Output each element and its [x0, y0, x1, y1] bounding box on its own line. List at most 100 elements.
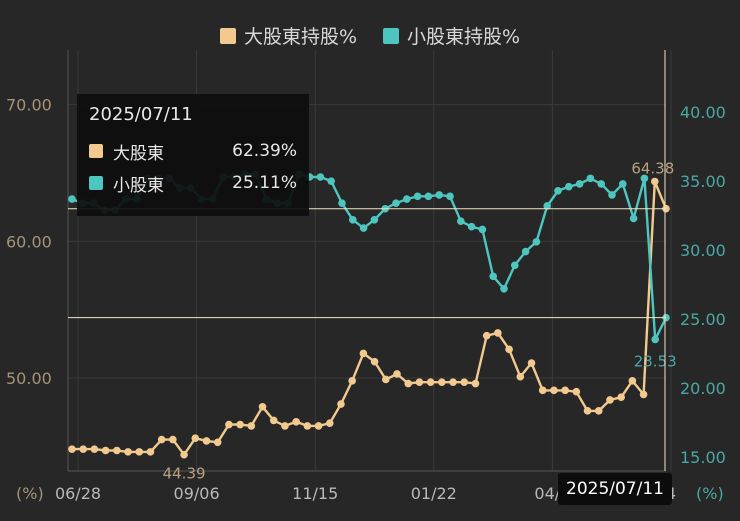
x-axis-tick-label: 06/28: [55, 484, 101, 503]
data-point-big: [68, 445, 76, 453]
data-point-small: [629, 214, 638, 223]
data-point-big: [594, 407, 603, 415]
data-point-small: [597, 180, 605, 188]
data-point-big: [79, 445, 88, 453]
data-point-big: [415, 378, 424, 386]
data-point-big: [202, 437, 211, 445]
data-point-big: [516, 372, 525, 381]
data-point-small: [511, 261, 519, 270]
data-point-small: [435, 191, 444, 199]
data-point-big: [617, 393, 625, 401]
data-point-big: [269, 416, 278, 425]
data-point-big: [370, 357, 379, 366]
data-point-small: [338, 199, 346, 208]
tooltip-date: 2025/07/11: [89, 104, 193, 125]
data-point-big: [135, 448, 144, 456]
tooltip-row-big: 大股東 62.39%: [89, 135, 297, 167]
data-point-big: [225, 420, 233, 429]
left-axis-tick-label: 60.00: [6, 232, 52, 251]
x-axis-selected-date-badge: 2025/07/11: [558, 473, 672, 505]
data-point-big: [236, 420, 244, 429]
data-point-big: [337, 400, 345, 408]
data-point-big: [258, 402, 267, 411]
data-point-big: [348, 376, 356, 385]
data-tooltip: 2025/07/11 大股東 62.39% 小股東 25.11%: [77, 94, 309, 216]
legend-swatch-big: [219, 27, 236, 44]
data-point-big: [639, 390, 648, 399]
data-point-small: [403, 195, 411, 203]
data-point-big: [157, 435, 166, 444]
data-point-small: [521, 247, 530, 256]
data-point-big: [359, 349, 368, 358]
tooltip-swatch-small: [89, 176, 103, 190]
data-point-small: [619, 180, 627, 188]
data-point-small: [575, 180, 584, 188]
chart-legend: 大股東持股% 小股東持股%: [0, 22, 740, 49]
tooltip-value-small: 25.11%: [232, 173, 297, 193]
data-point-small: [640, 174, 649, 183]
data-point-small: [446, 192, 454, 201]
data-point-small: [489, 272, 498, 281]
legend-item-small-holders[interactable]: 小股東持股%: [383, 22, 520, 49]
data-point-big: [169, 435, 177, 444]
data-point-small: [565, 182, 573, 191]
data-point-small: [327, 177, 336, 185]
data-point-small: [543, 202, 551, 210]
data-point-small: [586, 174, 595, 183]
data-point-small: [316, 173, 325, 181]
data-point-big: [404, 379, 413, 388]
data-point-small: [500, 284, 508, 293]
data-point-big: [538, 386, 547, 395]
data-point-big: [191, 434, 200, 442]
data-point-big: [281, 422, 289, 430]
data-point-small: [608, 191, 616, 199]
data-point-small: [359, 224, 368, 232]
tooltip-value-big: 62.39%: [232, 141, 297, 161]
data-point-big: [572, 387, 581, 396]
right-axis-tick-label: 15.00: [680, 448, 726, 467]
data-label: 23.53: [634, 352, 677, 370]
right-axis-tick-label: 40.00: [680, 103, 726, 122]
left-axis-tick-label: 50.00: [6, 369, 52, 388]
data-point-small: [651, 335, 659, 344]
data-point-big: [505, 345, 513, 354]
data-point-big: [527, 359, 536, 367]
data-point-small: [478, 225, 487, 234]
data-point-big: [561, 386, 569, 395]
tooltip-swatch-big: [89, 144, 103, 158]
data-point-big: [460, 378, 469, 386]
data-point-small: [349, 215, 357, 224]
data-point-big: [113, 446, 121, 455]
data-point-big: [393, 370, 401, 378]
x-axis-tick-label: 01/22: [411, 484, 457, 503]
data-point-big: [124, 448, 132, 456]
data-point-big: [550, 386, 558, 395]
data-point-big: [471, 379, 480, 388]
legend-label-small: 小股東持股%: [407, 26, 521, 48]
data-point-big: [90, 445, 99, 453]
data-label: 44.39: [163, 465, 206, 483]
data-point-big: [494, 329, 502, 337]
x-axis-tick-label: 11/15: [292, 484, 338, 503]
data-point-big: [482, 331, 491, 340]
data-point-big: [382, 375, 390, 384]
data-point-big: [650, 177, 659, 186]
data-point-small: [532, 238, 541, 246]
data-point-big: [449, 378, 457, 386]
data-point-big: [247, 422, 256, 430]
data-point-big: [314, 422, 323, 430]
data-point-big: [583, 407, 592, 415]
right-axis-tick-label: 30.00: [680, 241, 726, 260]
data-point-big: [628, 376, 637, 385]
legend-swatch-small: [383, 27, 399, 44]
data-point-big: [146, 448, 155, 456]
legend-item-big-holders[interactable]: 大股東持股%: [219, 22, 357, 49]
data-point-small: [457, 217, 465, 225]
data-point-small: [424, 192, 433, 201]
data-point-big: [180, 450, 188, 459]
data-point-small: [392, 199, 400, 208]
right-axis-unit: (%): [696, 484, 724, 503]
legend-label-big: 大股東持股%: [243, 26, 357, 48]
